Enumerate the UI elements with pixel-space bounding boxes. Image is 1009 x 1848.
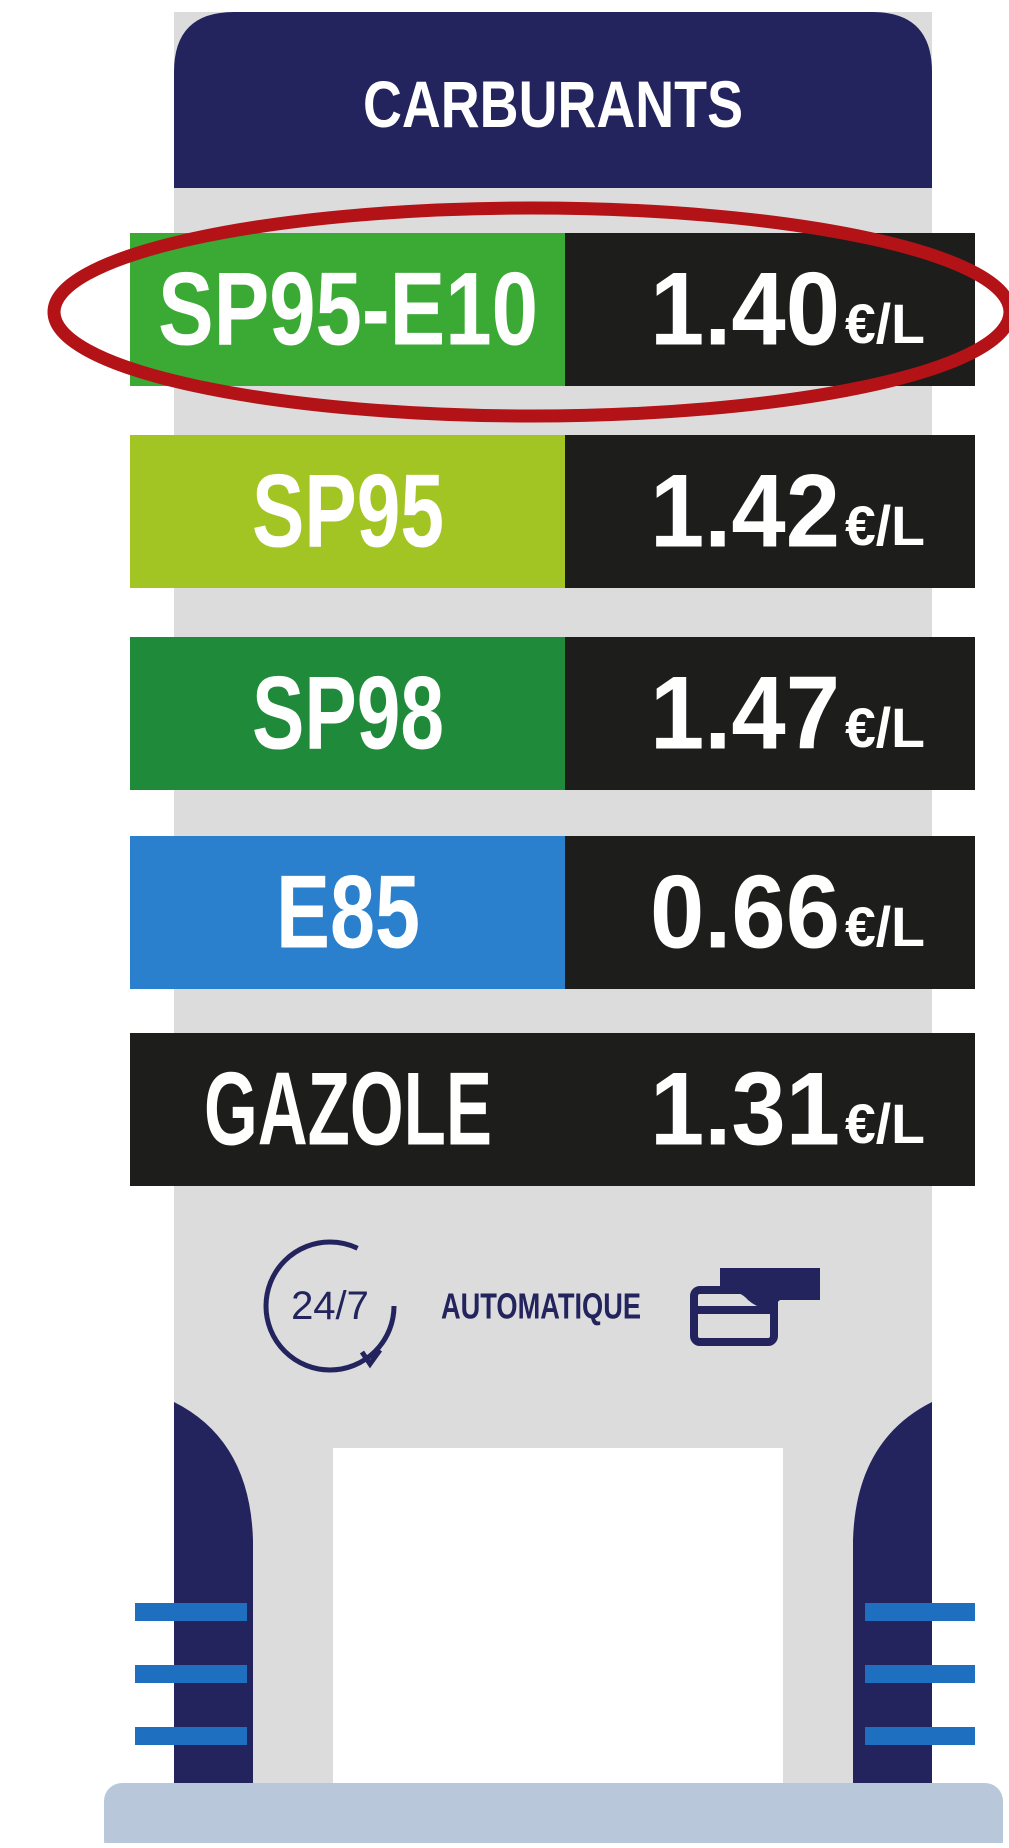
fuel-name: SP95 — [252, 454, 444, 570]
fuel-unit: €/L — [845, 895, 925, 958]
fuel-price: 0.66 — [650, 855, 840, 971]
fuel-unit: €/L — [845, 292, 925, 355]
fuel-row: SP95-E10 1.40€/L — [130, 233, 975, 386]
automatique-label: AUTOMATIQUE — [441, 1286, 641, 1327]
fuel-sign: CARBURANTS SP95-E101.40€/LSP951.42€/LSP9… — [0, 0, 1009, 1843]
fuel-name: SP95-E10 — [158, 252, 538, 368]
fuel-unit: €/L — [845, 1092, 925, 1155]
window — [333, 1448, 783, 1793]
fuel-row: SP95 1.42€/L — [130, 435, 975, 588]
badge-text: 24/7 — [291, 1284, 369, 1328]
page: CARBURANTS SP95-E101.40€/LSP951.42€/LSP9… — [0, 0, 1009, 1843]
fuel-name: GAZOLE — [204, 1052, 492, 1168]
fuel-row: SP98 1.47€/L — [130, 637, 975, 790]
fuel-price: 1.42 — [650, 454, 840, 570]
fuel-row: GAZOLE 1.31€/L — [130, 1033, 975, 1186]
fuel-name: SP98 — [252, 656, 444, 772]
fuel-unit: €/L — [845, 494, 925, 557]
fuel-row: E85 0.66€/L — [130, 836, 975, 989]
fuel-name: E85 — [276, 855, 420, 971]
sign-title: CARBURANTS — [363, 67, 743, 141]
fuel-price: 1.40 — [650, 252, 840, 368]
fuel-price: 1.47 — [650, 656, 840, 772]
fuel-price: 1.31 — [650, 1052, 840, 1168]
base — [104, 1783, 1003, 1843]
fuel-unit: €/L — [845, 696, 925, 759]
